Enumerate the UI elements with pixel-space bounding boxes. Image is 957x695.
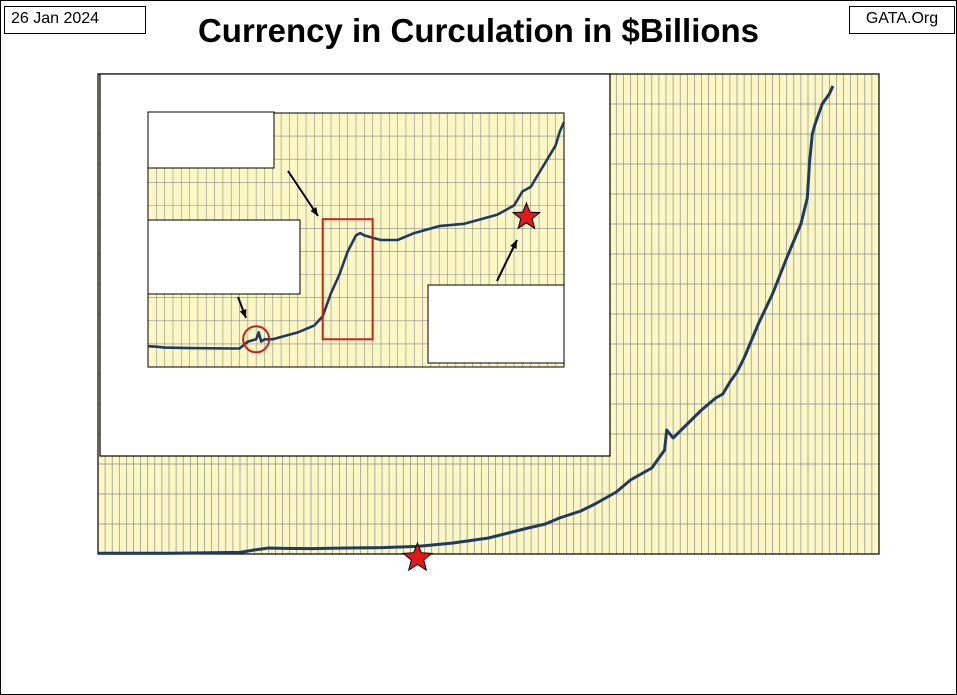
silver-arrow-head [510,240,517,249]
silver-annotation [427,284,565,364]
ww2-arrow [287,170,319,217]
largest-increase-arrow-head [239,309,247,318]
ww2-annotation-box [147,111,275,169]
largest-increase-circle [242,325,271,354]
ww2-highlight-rectangle [321,218,374,341]
inset-series-line [147,121,566,350]
source-label: GATA.Org [849,6,955,34]
inset-chart [99,73,611,457]
inset-star-marker [511,201,542,230]
silver-annotation-box [427,284,565,364]
main-title: Currency in Curculation in $Billions [197,12,760,49]
ww2-annotation [147,111,275,169]
largest-increase-annotation-box [147,219,301,295]
main-star-marker [401,541,434,572]
ww2-arrow-head [310,207,318,216]
main-series-line [98,85,835,555]
largest-increase-annotation [147,219,301,295]
date-label: 26 Jan 2024 [4,6,146,34]
